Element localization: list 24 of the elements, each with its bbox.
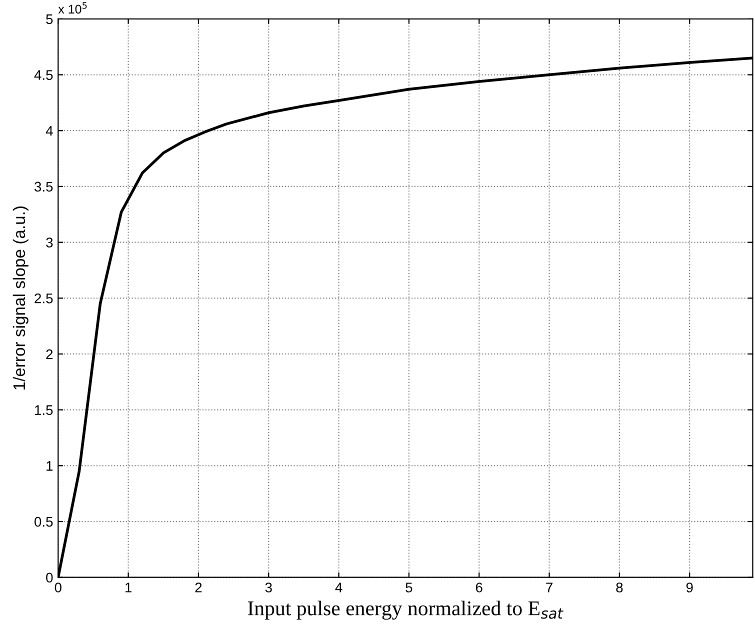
x-tick-label: 0 xyxy=(54,582,62,592)
x-tick-label: 7 xyxy=(546,582,552,592)
y-axis-title: 1/error signal slope (a.u.) xyxy=(12,206,28,390)
x-tick-label: 2 xyxy=(195,582,202,592)
x-tick-label: 8 xyxy=(616,582,623,592)
x-tick-label: 5 xyxy=(406,582,412,592)
x-tick-label: 4 xyxy=(335,582,342,592)
y-tick-label: 4.5 xyxy=(34,70,53,80)
y-tick-label: 2.5 xyxy=(34,293,53,304)
y-tick-label: 5 xyxy=(46,14,53,24)
y-tick-label: 2 xyxy=(46,349,53,360)
x-axis-title: Input pulse energy normalized to E$_{sat}$ xyxy=(248,600,564,620)
y-tick-label: 1.5 xyxy=(35,405,53,416)
y-tick-label: 1 xyxy=(46,461,53,471)
y-tick-label: 0 xyxy=(46,572,53,583)
x-tick-label: 1 xyxy=(125,582,132,592)
x-tick-label: 9 xyxy=(686,582,693,592)
y-tick-label: 3 xyxy=(46,238,53,248)
y-tick-label: 3.5 xyxy=(34,182,53,192)
x-tick-label: 3 xyxy=(265,582,272,592)
text: x 10$^{5}$ xyxy=(58,2,87,14)
y-tick-label: 0.5 xyxy=(34,516,53,527)
y-tick-label: 4 xyxy=(46,126,53,136)
x-tick-label: 6 xyxy=(476,582,482,592)
